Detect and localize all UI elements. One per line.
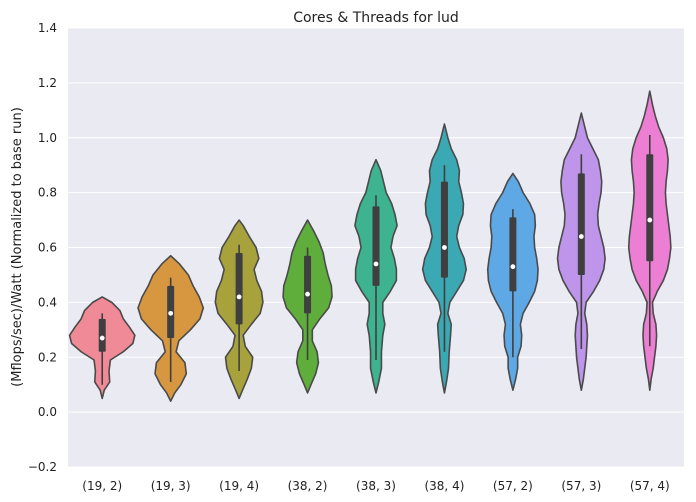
x-tick-label: (19, 4) — [219, 479, 259, 493]
y-tick-label: 1.0 — [38, 131, 57, 145]
violin-iqr-box — [646, 154, 654, 262]
violin-iqr-box — [98, 318, 106, 352]
x-tick-labels: (19, 2) (19, 3) (19, 4) (38, 2) (38, 3) (38, … — [82, 479, 669, 493]
violin-iqr-box — [577, 173, 585, 275]
x-tick-label: (19, 3) — [151, 479, 191, 493]
chart-title: Cores & Threads for lud — [293, 10, 459, 26]
violin-median — [647, 217, 653, 223]
y-tick-label: 0.2 — [38, 350, 57, 364]
violin-median — [510, 264, 516, 270]
violin — [354, 158, 398, 394]
violin — [68, 296, 136, 400]
y-axis-label: (Mflops/sec)/Watt (Normalized to base ru… — [10, 107, 25, 387]
violin-median — [236, 294, 242, 300]
violins — [68, 90, 672, 402]
violin-iqr-box — [440, 181, 448, 278]
violin-iqr-box — [509, 217, 517, 292]
x-tick-label: (57, 2) — [493, 479, 533, 493]
x-tick-label: (57, 4) — [630, 479, 670, 493]
y-tick-label: 0.4 — [38, 295, 57, 309]
x-tick-label: (57, 3) — [561, 479, 601, 493]
violin — [282, 219, 333, 394]
y-tick-label: 0.8 — [38, 186, 57, 200]
y-tick-label: 1.2 — [38, 76, 57, 90]
y-tick-label: 0.0 — [38, 405, 57, 419]
y-tick-labels: −0.2 0.0 0.2 0.4 0.6 0.8 1.0 1.2 1.4 — [28, 21, 57, 474]
violin-median — [442, 245, 447, 250]
y-tick-label: −0.2 — [28, 460, 57, 474]
violin — [627, 90, 672, 391]
violin-median — [373, 261, 379, 267]
violin-iqr-box — [235, 252, 243, 325]
x-tick-label: (38, 4) — [424, 479, 464, 493]
violin — [486, 172, 539, 391]
violin — [137, 254, 205, 402]
violin — [214, 219, 264, 400]
violin-median — [305, 291, 310, 297]
y-tick-label: 0.6 — [38, 241, 57, 255]
x-tick-label: (19, 2) — [82, 479, 122, 493]
violin-median — [578, 234, 584, 239]
violin-median — [168, 310, 174, 316]
violin — [556, 112, 606, 391]
x-tick-label: (38, 2) — [288, 479, 328, 493]
violin-iqr-box — [372, 206, 380, 286]
y-tick-label: 1.4 — [38, 21, 57, 35]
x-tick-label: (38, 3) — [356, 479, 396, 493]
violin-iqr-box — [304, 255, 312, 314]
violin — [421, 123, 467, 394]
violin-median — [99, 335, 105, 341]
